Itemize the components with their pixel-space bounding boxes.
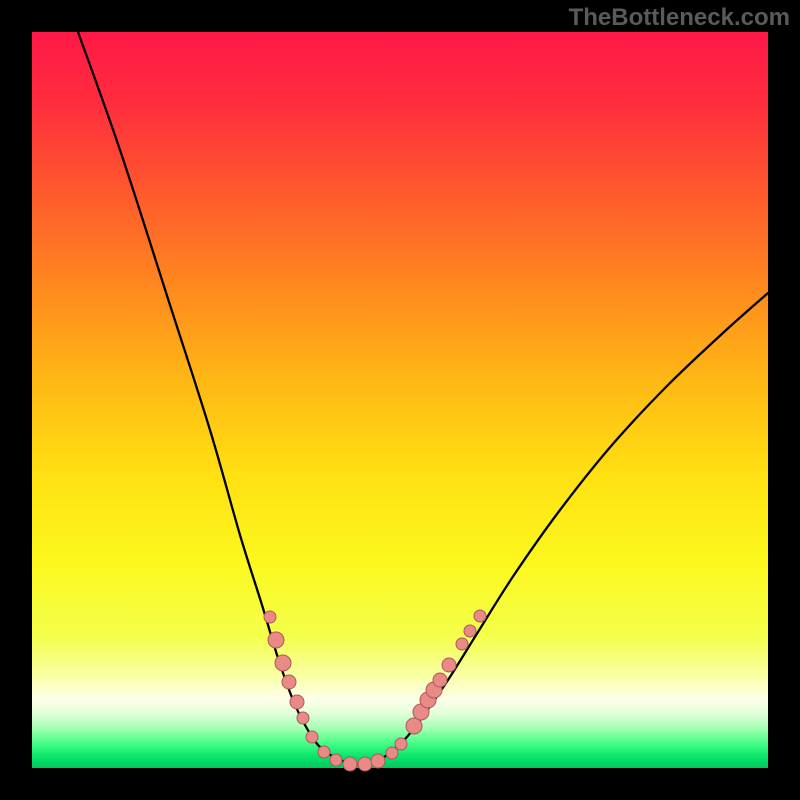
curve-marker bbox=[395, 738, 407, 750]
curve-marker bbox=[297, 712, 309, 724]
curve-marker bbox=[268, 632, 284, 648]
plot-background bbox=[32, 32, 768, 768]
curve-marker bbox=[406, 718, 422, 734]
curve-marker bbox=[290, 695, 304, 709]
curve-marker bbox=[464, 625, 476, 637]
curve-marker bbox=[282, 675, 296, 689]
curve-marker bbox=[386, 747, 398, 759]
curve-marker bbox=[264, 611, 276, 623]
curve-marker bbox=[318, 746, 330, 758]
curve-marker bbox=[306, 731, 318, 743]
curve-marker bbox=[456, 638, 468, 650]
chart-stage: TheBottleneck.com bbox=[0, 0, 800, 800]
chart-svg bbox=[0, 0, 800, 800]
curve-marker bbox=[371, 754, 385, 768]
curve-marker bbox=[343, 757, 357, 771]
curve-marker bbox=[474, 610, 486, 622]
curve-marker bbox=[358, 757, 372, 771]
watermark-text: TheBottleneck.com bbox=[569, 4, 790, 32]
curve-marker bbox=[442, 658, 456, 672]
curve-marker bbox=[433, 673, 447, 687]
curve-marker bbox=[330, 754, 342, 766]
curve-marker bbox=[275, 655, 291, 671]
